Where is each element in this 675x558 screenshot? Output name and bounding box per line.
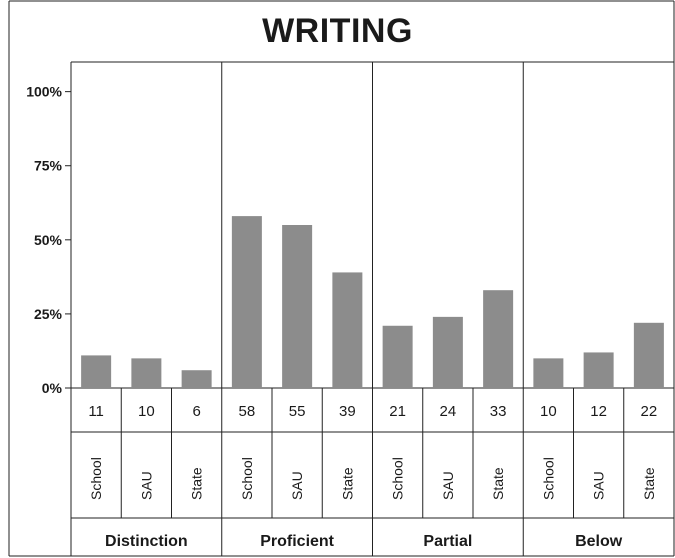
bar — [282, 225, 313, 388]
y-tick-label: 100% — [26, 84, 62, 100]
x-category-label: SAU — [440, 471, 456, 500]
data-label: 21 — [389, 403, 406, 420]
bar — [131, 358, 162, 388]
bar — [181, 370, 212, 388]
data-label: 12 — [590, 403, 607, 420]
x-category-label: State — [189, 467, 205, 500]
data-label: 24 — [440, 403, 457, 420]
y-tick-label: 50% — [34, 232, 63, 248]
data-label: 10 — [540, 403, 557, 420]
chart-title: WRITING — [262, 12, 413, 50]
data-label: 11 — [88, 403, 104, 420]
x-category-label: State — [641, 467, 657, 500]
bar — [231, 216, 262, 388]
group-label: Below — [575, 533, 623, 550]
bar — [483, 290, 514, 388]
x-category-label: School — [390, 457, 406, 500]
y-tick-label: 75% — [34, 158, 63, 174]
bar — [533, 358, 564, 388]
x-category-label: State — [339, 467, 355, 500]
x-category-label: SAU — [591, 471, 607, 500]
data-label: 58 — [239, 403, 256, 420]
x-category-label: SAU — [289, 471, 305, 500]
data-label: 33 — [490, 403, 507, 420]
bar — [583, 352, 614, 388]
data-label: 55 — [289, 403, 306, 420]
bar — [382, 325, 413, 388]
group-label: Partial — [423, 533, 472, 550]
data-label: 10 — [138, 403, 155, 420]
data-label: 22 — [641, 403, 658, 420]
bar — [332, 272, 363, 388]
x-category-label: School — [540, 457, 556, 500]
x-category-label: School — [239, 457, 255, 500]
x-category-label: State — [490, 467, 506, 500]
data-label: 39 — [339, 403, 356, 420]
y-tick-label: 0% — [42, 380, 63, 396]
bar — [432, 316, 463, 388]
bar — [633, 322, 664, 388]
x-category-label: SAU — [138, 471, 154, 500]
bar — [81, 355, 112, 388]
data-label: 6 — [192, 403, 200, 420]
group-label: Distinction — [105, 533, 188, 550]
y-tick-label: 25% — [34, 306, 63, 322]
x-category-label: School — [88, 457, 104, 500]
group-label: Proficient — [260, 533, 334, 550]
